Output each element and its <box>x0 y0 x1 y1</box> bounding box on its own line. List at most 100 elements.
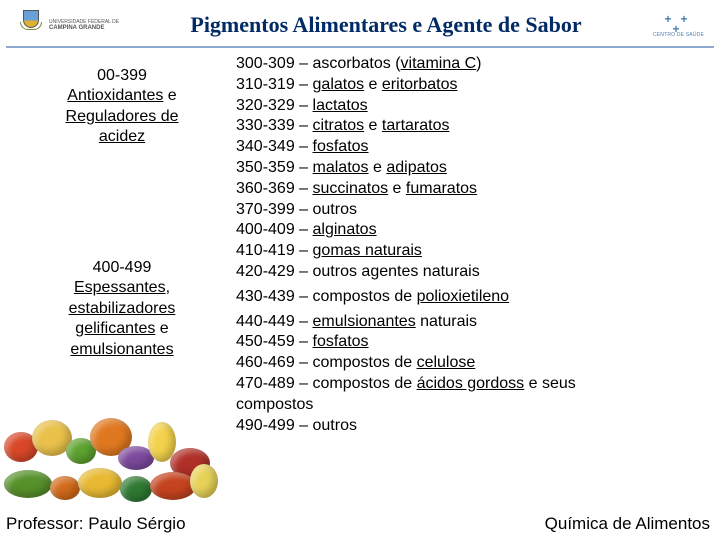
antioxidantes-link[interactable]: Antioxidantes <box>67 87 163 104</box>
row-text: compostos <box>236 396 313 413</box>
university-line2: CAMPINA GRANDE <box>49 25 119 31</box>
row-text: e <box>369 159 387 176</box>
row-text: e seus <box>524 375 576 392</box>
emulsionantes-link[interactable]: emulsionantes <box>70 341 173 358</box>
espessantes-link[interactable]: Espessantes <box>74 279 166 296</box>
list-item: 430-439 – compostos de polioxietileno <box>236 287 712 308</box>
row-text: – <box>295 117 313 134</box>
term-link[interactable]: malatos <box>313 159 369 176</box>
course-name: Química de Alimentos <box>545 514 710 534</box>
page-title: Pigmentos Alimentares e Agente de Sabor <box>119 12 653 38</box>
row-text: – outros <box>295 417 357 434</box>
term-link[interactable]: polioxietileno <box>417 288 510 305</box>
category-2-line1: Espessantes, <box>74 279 170 296</box>
list-item: 300-309 – ascorbatos (vitamina C) <box>236 54 712 75</box>
category-2-code: 400-499 <box>18 258 226 278</box>
range-code: 420-429 <box>236 263 295 280</box>
right-logo: +++ CENTRO DE SAÚDE <box>653 12 704 38</box>
term-link[interactable]: succinatos <box>313 180 389 197</box>
term-link[interactable]: fosfatos <box>313 138 369 155</box>
range-code: 340-349 <box>236 138 295 155</box>
term-link[interactable]: galatos <box>313 76 365 93</box>
row-text: – ascorbatos ( <box>295 55 401 72</box>
category-1-code: 00-399 <box>18 66 226 86</box>
list-item: 370-399 – outros <box>236 200 712 221</box>
row-text: – compostos de <box>295 354 417 371</box>
range-code: 440-449 <box>236 313 295 330</box>
category-column: 00-399 Antioxidantes e Reguladores de ac… <box>0 52 232 502</box>
list-item: 360-369 – succinatos e fumaratos <box>236 179 712 200</box>
range-code: 330-339 <box>236 117 295 134</box>
list-item: 420-429 – outros agentes naturais <box>236 262 712 283</box>
list-item: 330-339 – citratos e tartaratos <box>236 116 712 137</box>
term-link[interactable]: gomas naturais <box>313 242 422 259</box>
category-block-1: 00-399 Antioxidantes e Reguladores de ac… <box>18 66 226 148</box>
term-link[interactable]: adipatos <box>386 159 447 176</box>
term-link[interactable]: citratos <box>313 117 365 134</box>
estabilizadores-link[interactable]: estabilizadores <box>69 300 176 317</box>
list-item: 320-329 – lactatos <box>236 96 712 117</box>
row-text: ) <box>476 55 481 72</box>
list-column: 300-309 – ascorbatos (vitamina C)310-319… <box>232 52 720 502</box>
row-text: – <box>295 242 313 259</box>
professor-name: Professor: Paulo Sérgio <box>6 514 186 534</box>
range-code: 450-459 <box>236 333 295 350</box>
row-text: – compostos de <box>295 288 417 305</box>
row-text: – <box>295 333 313 350</box>
reguladores-link-1[interactable]: Reguladores de <box>66 108 179 125</box>
row-text: e <box>388 180 406 197</box>
row-text: – compostos de <box>295 375 417 392</box>
gelificantes-link[interactable]: gelificantes <box>75 320 155 337</box>
range-code: 310-319 <box>236 76 295 93</box>
row-text: – <box>295 97 313 114</box>
category-2-and: e <box>155 320 168 337</box>
list-item: 340-349 – fosfatos <box>236 137 712 158</box>
term-link[interactable]: emulsionantes <box>313 313 416 330</box>
list-item: 410-419 – gomas naturais <box>236 241 712 262</box>
content-area: 00-399 Antioxidantes e Reguladores de ac… <box>0 48 720 502</box>
list-item: 450-459 – fosfatos <box>236 332 712 353</box>
range-code: 410-419 <box>236 242 295 259</box>
term-link[interactable]: ácidos gordoss <box>417 375 525 392</box>
range-code: 370-399 <box>236 201 295 218</box>
list-item: compostos <box>236 395 712 416</box>
category-1-line1: Antioxidantes e <box>67 87 176 104</box>
range-code: 400-409 <box>236 221 295 238</box>
range-code: 360-369 <box>236 180 295 197</box>
category-block-2: 400-499 Espessantes, estabilizadores gel… <box>18 258 226 360</box>
term-link[interactable]: vitamina C <box>401 55 477 72</box>
term-link[interactable]: alginatos <box>313 221 377 238</box>
row-text: e <box>364 117 382 134</box>
list-item: 350-359 – malatos e adipatos <box>236 158 712 179</box>
term-link[interactable]: eritorbatos <box>382 76 458 93</box>
term-link[interactable]: fumaratos <box>406 180 477 197</box>
range-code: 430-439 <box>236 288 295 305</box>
category-1-and: e <box>163 87 176 104</box>
list-item: 310-319 – galatos e eritorbatos <box>236 75 712 96</box>
term-link[interactable]: fosfatos <box>313 333 369 350</box>
university-name: UNIVERSIDADE FEDERAL DE CAMPINA GRANDE <box>49 20 119 31</box>
range-code: 460-469 <box>236 354 295 371</box>
footer: Professor: Paulo Sérgio Química de Alime… <box>0 514 720 534</box>
row-text: – <box>295 138 313 155</box>
row-text: – <box>295 221 313 238</box>
list-item: 490-499 – outros <box>236 416 712 437</box>
range-code: 350-359 <box>236 159 295 176</box>
list-item: 470-489 – compostos de ácidos gordoss e … <box>236 374 712 395</box>
row-text: e <box>364 76 382 93</box>
term-link[interactable]: celulose <box>417 354 476 371</box>
range-code: 490-499 <box>236 417 295 434</box>
left-logo: UNIVERSIDADE FEDERAL DE CAMPINA GRANDE <box>16 10 119 40</box>
health-center-icon: +++ <box>664 12 692 32</box>
term-link[interactable]: lactatos <box>313 97 368 114</box>
category-2-line3: gelificantes e <box>75 320 168 337</box>
university-line1: UNIVERSIDADE FEDERAL DE <box>49 20 119 25</box>
list-item: 460-469 – compostos de celulose <box>236 353 712 374</box>
header: UNIVERSIDADE FEDERAL DE CAMPINA GRANDE P… <box>0 0 720 46</box>
reguladores-link-2[interactable]: acidez <box>99 128 145 145</box>
row-text: – outros <box>295 201 357 218</box>
row-text: – outros agentes naturais <box>295 263 480 280</box>
range-code: 300-309 <box>236 55 295 72</box>
term-link[interactable]: tartaratos <box>382 117 450 134</box>
range-code: 320-329 <box>236 97 295 114</box>
